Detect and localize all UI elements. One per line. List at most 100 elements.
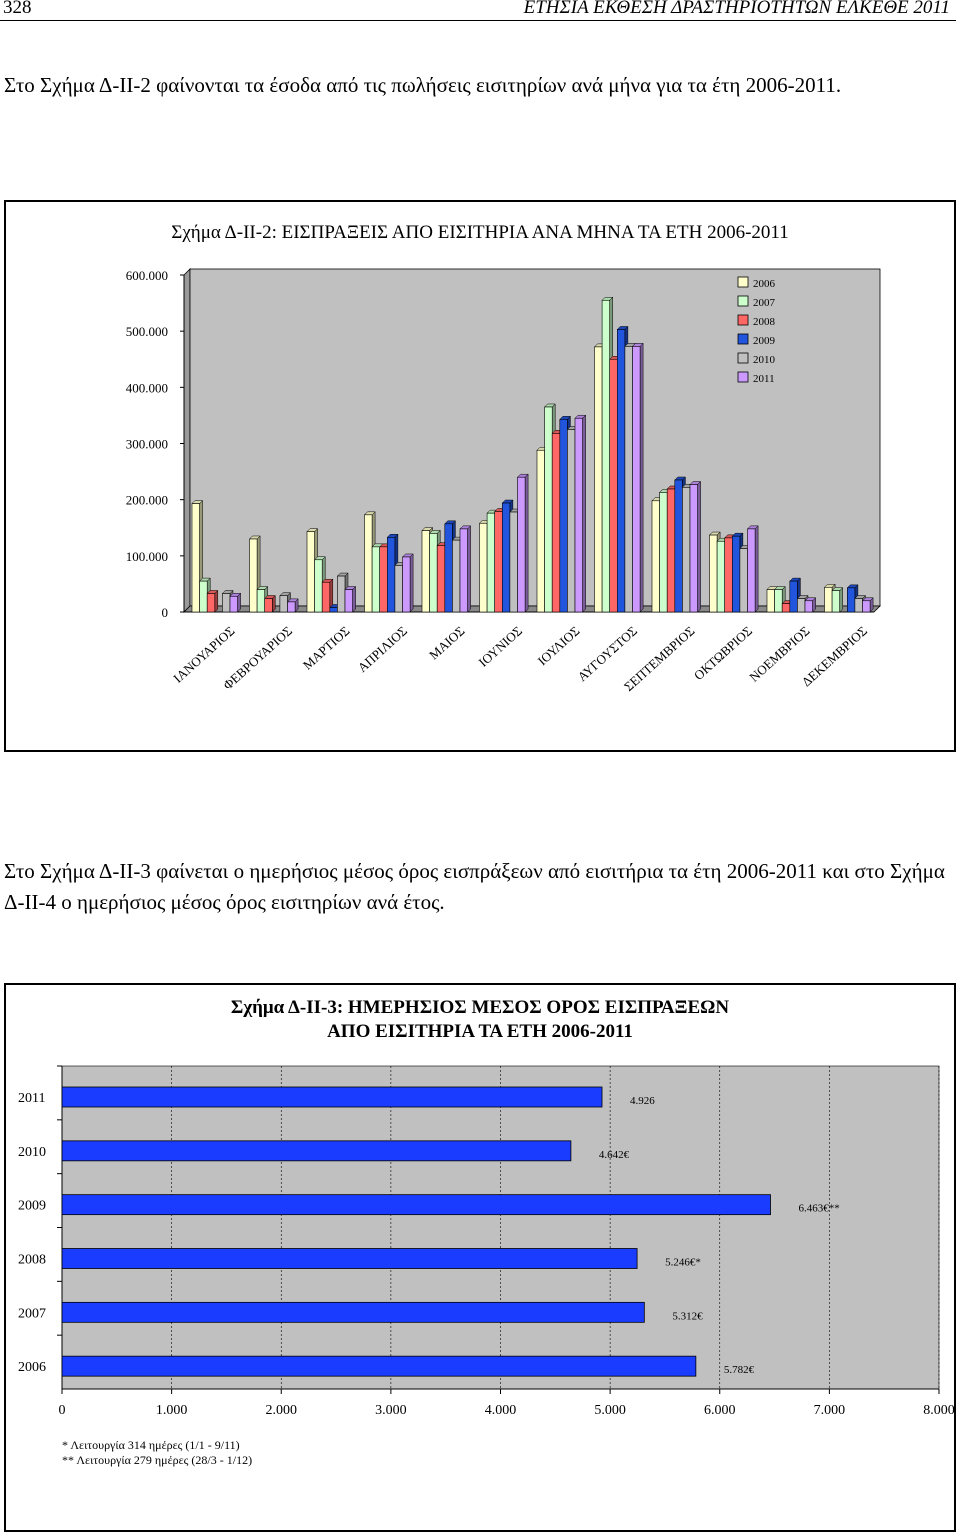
- chart1-bar: [689, 480, 702, 613]
- chart2-notes: * Λειτουργία 314 ημέρες (1/1 - 9/11) ** …: [62, 1438, 252, 1468]
- chart1-bar-face: [337, 575, 346, 613]
- chart1-bar: [344, 585, 357, 613]
- chart1-bar-side: [754, 525, 759, 613]
- chart1-bar-face: [501, 502, 511, 613]
- chart1-bar-face: [789, 580, 798, 613]
- chart1-bar-face: [249, 538, 258, 613]
- intro-paragraph: Στο Σχήμα Δ-ΙΙ-2 φαίνονται τα έσοδα από …: [4, 73, 842, 97]
- chart1-bar-face: [862, 600, 871, 613]
- chart1-bar-face: [402, 556, 411, 613]
- monthly-revenue-chart: Σχήμα Δ-ΙΙ-2: ΕΙΣΠΡΑΞΕΙΣ ΑΠΟ ΕΙΣΙΤΗΡΙΑ Α…: [4, 200, 956, 752]
- chart1-bar-face: [544, 406, 553, 613]
- chart1-bar-face: [256, 589, 266, 613]
- chart1-bar-face: [459, 528, 468, 613]
- chart1-bar-face: [199, 580, 208, 613]
- chart1-y-tick-label: 400.000: [126, 380, 168, 395]
- running-title: ΕΤΗΣΙΑ ΕΚΘΕΣΗ ΔΡΑΣΤΗΡΙΟΤΗΤΩΝ ΕΛΚΕΘΕ 2011: [523, 0, 950, 18]
- chart2-bar: [61, 1086, 603, 1108]
- chart1-bar-face: [739, 548, 748, 613]
- chart2-x-tick-label: 0: [59, 1403, 66, 1418]
- chart1-legend-label: 2010: [753, 354, 776, 366]
- chart1-bar-face: [574, 417, 583, 613]
- chart2-category-label: 2010: [18, 1145, 46, 1160]
- chart1-title: Σχήμα Δ-ΙΙ-2: ΕΙΣΠΡΑΞΕΙΣ ΑΠΟ ΕΙΣΙΤΗΡΙΑ Α…: [171, 222, 789, 243]
- chart2-x-tick-label: 7.000: [814, 1403, 846, 1418]
- chart1-bar: [861, 597, 874, 613]
- chart1-bar-face: [674, 479, 683, 613]
- chart2-title-line1: Σχήμα Δ-ΙΙ-3: ΗΜΕΡΗΣΙΟΣ ΜΕΣΟΣ ΟΡΟΣ ΕΙΣΠΡ…: [230, 997, 730, 1018]
- chart1-y-tick-label: 100.000: [126, 549, 168, 564]
- chart1-bar-face: [601, 299, 610, 613]
- chart1-bar-face: [386, 536, 396, 613]
- chart1-y-tick-label: 600.000: [126, 268, 168, 283]
- chart1-legend-swatch: [737, 295, 749, 307]
- chart1-legend-label: 2007: [753, 297, 776, 309]
- chart1-bar-side: [582, 414, 586, 613]
- chart1-svg: 0 100.000 200.000 300.000 400.000 500.000 600.…: [126, 268, 881, 694]
- chart1-bar: [264, 594, 276, 613]
- chart2-x-tick-label: 2.000: [266, 1403, 298, 1418]
- chart2-x-tick-label: 4.000: [485, 1403, 517, 1418]
- chart1-legend-label: 2009: [753, 335, 776, 347]
- chart1-legend-swatch: [737, 333, 749, 345]
- note-1: * Λειτουργία 314 ημέρες (1/1 - 9/11): [62, 1438, 240, 1452]
- chart1-bar-face: [846, 587, 856, 613]
- chart1-legend-swatch: [737, 371, 749, 383]
- chart1-bar-face: [824, 586, 833, 613]
- chart2-title-line2: ΑΠΟ ΕΙΣΙΤΗΡΙΑ ΤΑ ΕΤΗ 2006-2011: [327, 1021, 633, 1042]
- chart1-bar-face: [766, 589, 775, 613]
- chart1-bar: [746, 525, 759, 613]
- chart2-x-tick-label: 6.000: [704, 1403, 736, 1418]
- chart1-bar-face: [486, 512, 496, 613]
- chart1-bar: [401, 553, 414, 613]
- chart1-bar-face: [344, 589, 353, 613]
- chart1-bar-face: [444, 523, 453, 613]
- chart1-bar-face: [682, 487, 691, 613]
- chart1-bar-face: [206, 593, 216, 613]
- chart1-bar-face: [632, 346, 641, 613]
- chart1-y-tick-label: 500.000: [126, 324, 168, 339]
- chart1-bar-face: [774, 589, 783, 613]
- chart2-bar: [61, 1140, 572, 1162]
- chart2-category-label: 2006: [18, 1360, 46, 1375]
- chart1-bar: [831, 587, 844, 613]
- chart1-bar-face: [666, 488, 676, 613]
- chart2-category-label: 2011: [18, 1091, 45, 1106]
- chart1-bar-face: [797, 598, 806, 613]
- chart2-bar: [61, 1248, 638, 1269]
- chart1-bar: [229, 592, 242, 613]
- chart2-data-label: 5.312€: [672, 1310, 703, 1322]
- chart1-legend-swatch: [737, 314, 749, 326]
- chart1-bar-face: [567, 429, 576, 613]
- chart1-bar-face: [394, 565, 403, 613]
- chart1-bar: [459, 525, 472, 613]
- chart1-bar-face: [421, 530, 430, 613]
- chart1-bar-face: [709, 534, 718, 613]
- chart1-bar-face: [479, 522, 488, 613]
- chart1-bar-face: [781, 603, 791, 613]
- chart2-bar: [61, 1194, 771, 1216]
- chart1-bar-face: [594, 346, 603, 613]
- chart1-bar-face: [287, 601, 296, 613]
- page-header: 328 ΕΤΗΣΙΑ ΕΚΘΕΣΗ ΔΡΑΣΤΗΡΙΟΤΗΤΩΝ ΕΛΚΕΘΕ …: [0, 0, 956, 21]
- chart1-bar-face: [804, 600, 813, 613]
- chart1-bar-face: [831, 590, 840, 613]
- chart1-bar-face: [651, 500, 660, 613]
- chart2-bar: [61, 1355, 697, 1377]
- chart1-bar: [516, 473, 529, 613]
- chart1-bar-face: [229, 595, 238, 613]
- chart1-legend-label: 2006: [753, 278, 776, 290]
- chart2-svg: 0 1.000 2.000 3.000 4.000 5.000 6.000 7.000 8.00…: [18, 1065, 954, 1418]
- chart1-bar-face: [306, 531, 315, 613]
- chart2-data-label: 5.246€*: [665, 1257, 701, 1269]
- chart2-category-label: 2008: [18, 1253, 46, 1268]
- chart1-bar-side: [839, 587, 843, 613]
- chart1-bar-face: [279, 595, 288, 613]
- chart1-bar-face: [429, 533, 438, 613]
- chart1-bar-face: [854, 598, 863, 613]
- chart1-legend-label: 2011: [753, 373, 775, 385]
- chart1-bar: [206, 589, 219, 613]
- chart1-bar-face: [551, 433, 561, 613]
- chart2-x-tick-label: 5.000: [594, 1403, 626, 1418]
- chart1-bar-face: [329, 607, 338, 613]
